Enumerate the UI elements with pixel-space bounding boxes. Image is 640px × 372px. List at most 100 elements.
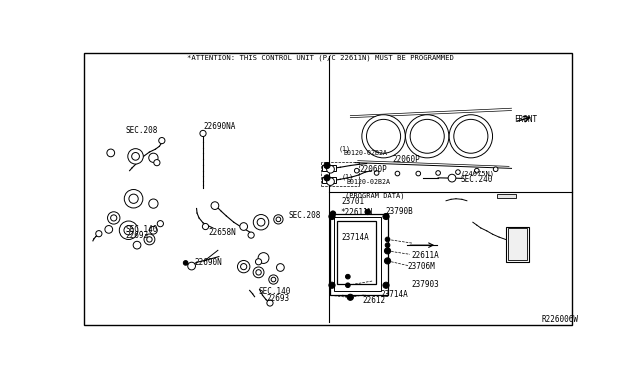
Circle shape — [493, 167, 498, 171]
Circle shape — [188, 262, 195, 270]
Polygon shape — [97, 185, 168, 217]
Bar — [506, 227, 529, 262]
Circle shape — [267, 300, 273, 306]
Circle shape — [124, 189, 143, 208]
Circle shape — [159, 138, 165, 144]
Circle shape — [346, 283, 350, 288]
Text: B0120-02B2A: B0120-02B2A — [344, 150, 388, 156]
Text: 22060P: 22060P — [360, 165, 387, 174]
Circle shape — [107, 149, 115, 157]
Text: (1): (1) — [339, 145, 351, 151]
Polygon shape — [100, 139, 167, 176]
Circle shape — [108, 212, 120, 224]
Circle shape — [154, 160, 160, 166]
Circle shape — [133, 241, 141, 249]
Circle shape — [365, 209, 371, 215]
Text: SEC.208: SEC.208 — [289, 211, 321, 219]
Text: 22060P: 22060P — [392, 155, 420, 164]
Text: B0120-02B2A: B0120-02B2A — [346, 179, 390, 185]
Text: 22611A: 22611A — [412, 251, 439, 260]
Circle shape — [406, 115, 449, 158]
Polygon shape — [213, 244, 297, 292]
Circle shape — [436, 171, 440, 175]
Bar — [334, 217, 381, 291]
Text: FRONT: FRONT — [515, 115, 538, 125]
Text: 23714A: 23714A — [342, 234, 370, 243]
Circle shape — [348, 294, 353, 300]
Circle shape — [258, 253, 269, 263]
Text: 23714A: 23714A — [380, 291, 408, 299]
Polygon shape — [445, 193, 541, 305]
Circle shape — [271, 277, 276, 282]
Polygon shape — [342, 107, 514, 173]
Bar — [508, 228, 527, 260]
Text: (1): (1) — [341, 174, 353, 180]
Circle shape — [253, 267, 264, 278]
Circle shape — [385, 243, 390, 247]
Circle shape — [269, 275, 278, 284]
Circle shape — [346, 274, 350, 279]
Text: 22612: 22612 — [363, 296, 386, 305]
Bar — [330, 214, 388, 295]
Circle shape — [454, 119, 488, 153]
Circle shape — [257, 218, 265, 226]
Circle shape — [385, 237, 390, 242]
Circle shape — [157, 221, 163, 227]
Text: SEC.140: SEC.140 — [259, 287, 291, 296]
Circle shape — [355, 169, 359, 173]
Circle shape — [383, 214, 389, 219]
Text: SEC.208: SEC.208 — [125, 126, 158, 135]
Circle shape — [395, 171, 400, 176]
Circle shape — [416, 171, 420, 176]
Text: (24075N): (24075N) — [461, 171, 495, 177]
Circle shape — [324, 175, 330, 181]
Text: 22693: 22693 — [125, 231, 148, 240]
Bar — [337, 221, 376, 284]
Text: 22693: 22693 — [266, 295, 290, 304]
Text: *22611N: *22611N — [340, 208, 372, 217]
Circle shape — [128, 149, 143, 164]
Circle shape — [248, 232, 254, 238]
Circle shape — [253, 215, 269, 230]
Circle shape — [96, 231, 102, 237]
Text: SEC.140: SEC.140 — [125, 225, 158, 234]
Text: 22690NA: 22690NA — [203, 122, 236, 131]
Circle shape — [474, 169, 479, 173]
Circle shape — [362, 115, 405, 158]
Circle shape — [256, 270, 261, 275]
Circle shape — [383, 282, 389, 288]
Circle shape — [449, 115, 493, 158]
Bar — [497, 194, 516, 198]
Circle shape — [326, 178, 334, 185]
Circle shape — [326, 166, 334, 173]
Circle shape — [111, 215, 117, 221]
Circle shape — [276, 217, 281, 222]
Circle shape — [202, 224, 209, 230]
Circle shape — [211, 202, 219, 209]
Circle shape — [132, 153, 140, 160]
Text: 23701: 23701 — [341, 197, 365, 206]
Circle shape — [410, 119, 444, 153]
Circle shape — [330, 211, 335, 217]
Circle shape — [374, 171, 379, 175]
Circle shape — [448, 174, 456, 182]
Circle shape — [200, 130, 206, 137]
Circle shape — [150, 227, 157, 234]
Circle shape — [129, 194, 138, 203]
Circle shape — [105, 225, 113, 233]
Circle shape — [329, 214, 335, 219]
Circle shape — [324, 163, 330, 169]
Circle shape — [276, 264, 284, 271]
Text: SEC.240: SEC.240 — [461, 175, 493, 184]
Bar — [322, 165, 336, 171]
Circle shape — [148, 153, 158, 163]
Circle shape — [329, 282, 335, 288]
Circle shape — [240, 223, 248, 230]
Circle shape — [241, 263, 247, 270]
Circle shape — [183, 261, 188, 265]
Circle shape — [385, 258, 390, 264]
Circle shape — [148, 199, 158, 208]
Circle shape — [144, 234, 155, 245]
Circle shape — [456, 170, 460, 174]
Circle shape — [147, 237, 152, 242]
